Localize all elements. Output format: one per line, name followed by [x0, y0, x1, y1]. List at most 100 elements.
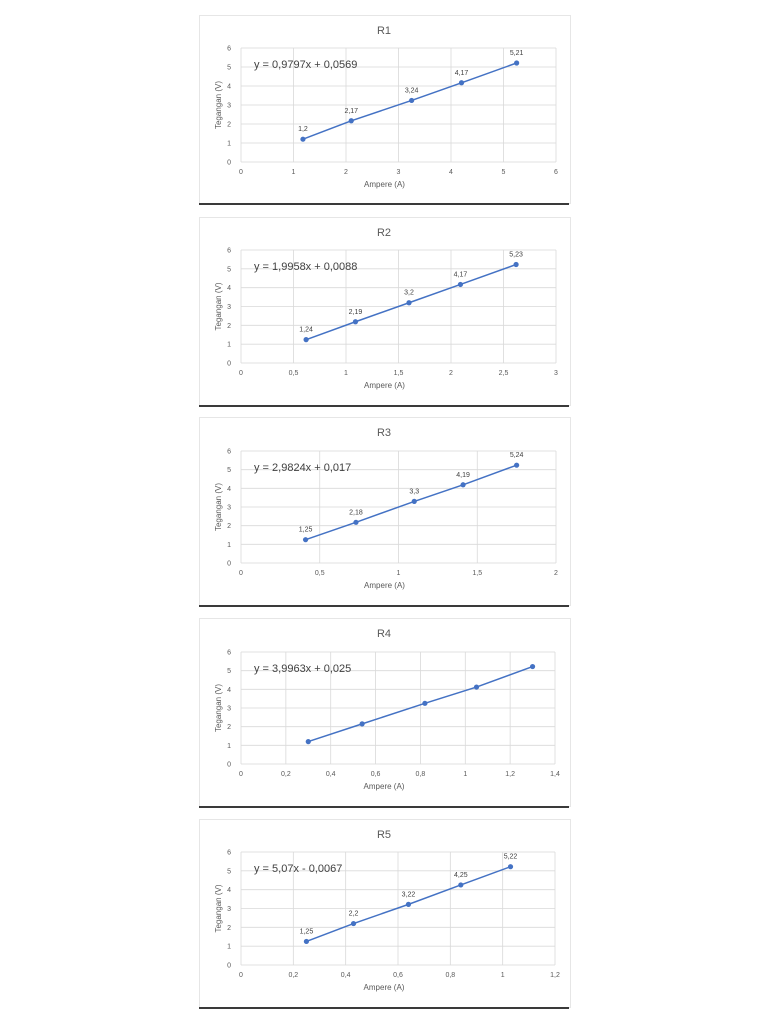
data-point — [406, 300, 412, 306]
y-tick-label: 0 — [227, 963, 231, 970]
x-tick-label: 0,5 — [289, 370, 299, 377]
chart-panel-r4 — [199, 618, 571, 807]
data-point — [458, 80, 465, 86]
y-tick-label: 2 — [227, 724, 231, 731]
data-label: 1,24 — [299, 327, 313, 334]
panel-divider — [199, 806, 569, 808]
x-tick-label: 0 — [239, 972, 243, 979]
data-point — [473, 684, 480, 690]
data-point — [353, 519, 359, 525]
x-tick-label: 1,2 — [550, 972, 560, 979]
y-tick-label: 3 — [227, 103, 231, 110]
x-tick-label: 0,2 — [288, 972, 298, 979]
y-tick-label: 1 — [227, 542, 231, 549]
data-point — [457, 281, 464, 288]
y-axis-label: Tegangan (V) — [214, 282, 223, 330]
data-label: 3,2 — [404, 290, 414, 297]
data-label: 1,2 — [298, 126, 308, 133]
x-tick-label: 3 — [397, 169, 401, 176]
y-axis-label: Tegangan (V) — [214, 884, 223, 932]
x-axis-label: Ampere (A) — [364, 180, 405, 189]
chart-panel-r5 — [199, 819, 571, 1008]
data-point — [405, 901, 412, 907]
chart-title: R2 — [377, 227, 391, 239]
chart-title: R3 — [377, 427, 391, 439]
y-axis-label: Tegangan (V) — [214, 81, 223, 129]
x-axis-label: Ampere (A) — [364, 381, 405, 390]
y-tick-label: 6 — [227, 850, 231, 857]
trendline-equation: y = 1,9958x + 0,0088 — [254, 261, 357, 273]
data-point — [352, 319, 359, 325]
chart-title: R1 — [377, 25, 391, 37]
data-point — [514, 60, 520, 66]
panel-divider — [199, 605, 569, 607]
data-label: 5,22 — [504, 854, 518, 861]
x-tick-label: 6 — [554, 169, 558, 176]
data-label: 2,17 — [344, 108, 358, 115]
y-axis-label: Tegangan (V) — [214, 684, 223, 732]
y-tick-label: 4 — [227, 887, 231, 894]
x-tick-label: 0 — [239, 771, 243, 778]
x-axis-label: Ampere (A) — [364, 581, 405, 590]
x-tick-label: 1,5 — [394, 370, 404, 377]
data-label: 3,24 — [405, 87, 419, 94]
x-tick-label: 0,4 — [341, 972, 351, 979]
x-tick-label: 1,2 — [505, 771, 515, 778]
panel-divider — [199, 405, 569, 407]
y-tick-label: 6 — [227, 449, 231, 456]
data-point — [409, 97, 415, 104]
data-label: 3,22 — [402, 891, 416, 898]
data-point — [422, 700, 428, 706]
x-tick-label: 0,6 — [371, 771, 381, 778]
y-tick-label: 0 — [227, 361, 231, 368]
chart-title: R5 — [377, 829, 391, 841]
data-point — [305, 739, 311, 745]
trendline-equation: y = 3,9963x + 0,025 — [254, 663, 351, 675]
x-tick-label: 1,4 — [550, 771, 560, 778]
y-tick-label: 3 — [227, 505, 231, 512]
data-label: 4,25 — [454, 872, 468, 879]
data-point — [300, 136, 306, 142]
x-tick-label: 0,8 — [445, 972, 455, 979]
data-point — [302, 537, 309, 543]
data-label: 1,25 — [299, 527, 313, 534]
data-point — [460, 482, 466, 488]
data-point — [529, 663, 536, 670]
data-point — [348, 118, 354, 124]
y-tick-label: 4 — [227, 687, 231, 694]
x-tick-label: 1 — [292, 169, 296, 176]
x-tick-label: 2 — [554, 570, 558, 577]
x-axis-label: Ampere (A) — [364, 983, 405, 992]
data-label: 1,25 — [300, 928, 314, 935]
data-point — [303, 938, 310, 945]
data-point — [458, 882, 464, 888]
x-tick-label: 0,8 — [416, 771, 426, 778]
data-label: 4,17 — [454, 271, 468, 278]
x-tick-label: 2 — [449, 370, 453, 377]
x-tick-label: 1,5 — [472, 570, 482, 577]
x-tick-label: 4 — [449, 169, 453, 176]
data-label: 2,19 — [349, 309, 363, 316]
x-tick-label: 0,5 — [315, 570, 325, 577]
x-tick-label: 0,2 — [281, 771, 291, 778]
y-tick-label: 0 — [227, 160, 231, 167]
y-tick-label: 1 — [227, 944, 231, 951]
data-label: 5,23 — [509, 252, 523, 259]
data-label: 4,19 — [456, 472, 470, 479]
y-tick-label: 0 — [227, 561, 231, 568]
data-point — [411, 498, 417, 504]
y-axis-label: Tegangan (V) — [214, 483, 223, 531]
y-tick-label: 4 — [227, 486, 231, 493]
y-tick-label: 2 — [227, 122, 231, 129]
data-label: 4,17 — [455, 70, 469, 77]
y-tick-label: 5 — [227, 266, 231, 273]
chart-title: R4 — [377, 628, 391, 640]
data-label: 3,3 — [409, 488, 419, 495]
y-tick-label: 1 — [227, 141, 231, 148]
y-tick-label: 1 — [227, 743, 231, 750]
panel-divider — [199, 203, 569, 205]
y-tick-label: 3 — [227, 706, 231, 713]
